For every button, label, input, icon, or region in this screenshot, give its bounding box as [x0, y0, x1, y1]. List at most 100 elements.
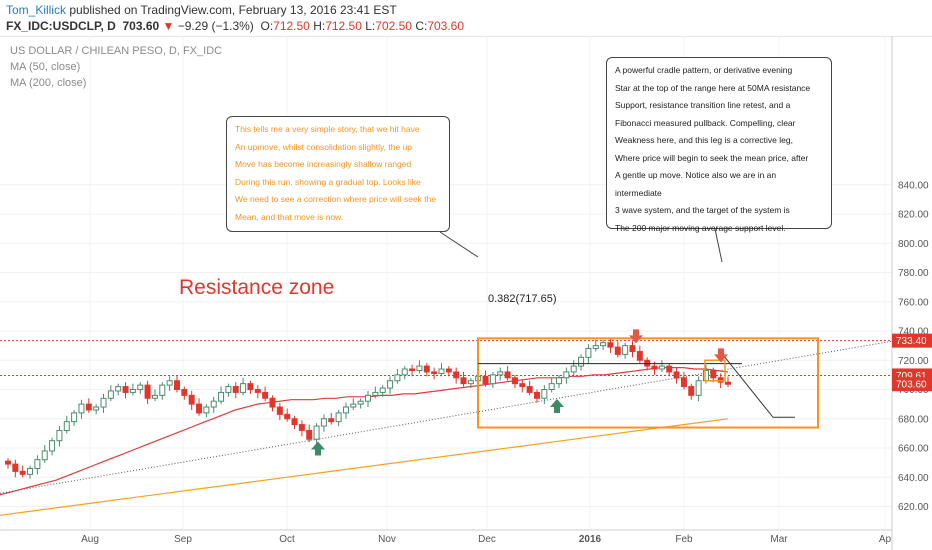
range-zone [439, 228, 819, 429]
price-tick-label: 720.00 [898, 356, 929, 367]
candle-body [482, 375, 489, 385]
chart-header: Tom_Killick published on TradingView.com… [0, 0, 932, 37]
ma50-path [0, 367, 729, 496]
low-value: 702.50 [375, 19, 412, 33]
candle-body [342, 406, 349, 414]
trendline [0, 340, 893, 494]
candle-body [445, 368, 452, 373]
candle-body [320, 418, 327, 427]
candle-body [203, 406, 210, 414]
low-label: L: [365, 19, 376, 33]
candle-body [93, 406, 100, 411]
ma200-line [0, 418, 729, 516]
candle-body [416, 365, 423, 371]
time-tick-label: Dec [478, 534, 496, 545]
price-tag-label: 703.60 [896, 380, 927, 391]
header-publish-line: Tom_Killick published on TradingView.com… [6, 3, 397, 17]
note-line: 3 wave system, and the target of the sys… [615, 205, 790, 215]
note-line: We need to see a correction where price … [235, 194, 437, 204]
price-tick-label: 760.00 [898, 297, 929, 308]
candle-body [49, 440, 56, 452]
candle-body [489, 374, 496, 385]
note-line: A powerful cradle pattern, or derivative… [615, 65, 793, 75]
candle-body [115, 386, 122, 392]
candle-body [262, 391, 269, 399]
price-tag-bg [892, 377, 932, 392]
note-line: During this run, showing a gradual top. … [235, 176, 421, 187]
up-arrow-icon [550, 399, 564, 414]
note-line: An upmove, whilst consolidation slightly… [235, 141, 413, 152]
note-line: This tells me a very simple story, that … [235, 124, 420, 134]
time-tick-label: Ap [879, 534, 892, 545]
price-tag-label: 733.40 [896, 336, 927, 347]
price-tag-label: 709.61 [896, 371, 927, 382]
candle-body [137, 384, 144, 390]
down-arrow-icon [714, 348, 728, 363]
open-value: 712.50 [273, 19, 310, 33]
candle-body [680, 377, 687, 388]
candle-body [467, 380, 474, 385]
candle-body [614, 346, 621, 355]
candle-body [387, 380, 394, 389]
candle-body [232, 386, 239, 393]
projection-path [724, 357, 795, 418]
callout-pointer [439, 231, 479, 258]
header-ohlc-line: FX_IDC:USDCLP, D 703.60 ▼ −9.29 (−1.3%) … [6, 19, 464, 33]
change-value: −9.29 (−1.3%) [177, 19, 254, 33]
candle-body [607, 342, 614, 348]
price-tick-label: 620.00 [898, 502, 929, 513]
candle-body [541, 389, 548, 399]
candle-body [725, 381, 731, 385]
candle-body [173, 380, 180, 391]
candle-body [210, 400, 217, 408]
candle-body [504, 371, 511, 379]
candle-body [548, 383, 555, 390]
candle-body [306, 429, 313, 440]
candle-body [240, 383, 247, 393]
candle-body [423, 365, 430, 373]
time-axis[interactable]: Aug Sep Oct Nov Dec 2016 Feb Mar Ap [81, 534, 891, 545]
price-tick-label: 680.00 [898, 414, 929, 425]
note-line: Move has become increasingly shallow ran… [235, 159, 412, 169]
time-tick-label: 2016 [579, 534, 602, 545]
candle-body [592, 345, 599, 350]
callout-pointer [714, 228, 723, 263]
candle-body [526, 386, 533, 393]
candle-body [335, 412, 342, 423]
candle-body [600, 342, 607, 347]
time-tick-label: Feb [675, 534, 693, 545]
down-arrow-icon [629, 329, 643, 344]
author-link[interactable]: Tom_Killick [6, 3, 67, 17]
price-tick-label: 840.00 [898, 180, 929, 191]
price-tick-label: 800.00 [898, 239, 929, 250]
candle-body [688, 386, 695, 396]
trendline-path [0, 340, 893, 494]
note-line: Star at the top of the range here at 50M… [615, 82, 811, 93]
horizontal-levels [0, 340, 892, 376]
candle-body [636, 350, 643, 361]
candle-body [196, 403, 203, 414]
time-tick-label: Aug [81, 534, 99, 545]
candle-body [622, 345, 629, 355]
note-line: A gentle up move. Notice also we are in … [615, 170, 777, 198]
symbol-label: FX_IDC:USDCLP, D [6, 19, 116, 33]
candle-body [511, 377, 518, 385]
candle-body [651, 365, 658, 370]
candle-body [365, 394, 371, 402]
candle-body [350, 403, 357, 408]
candle-body [12, 463, 19, 472]
ma200-path [0, 418, 729, 516]
candle-body [298, 424, 305, 431]
price-tick-label: 640.00 [898, 473, 929, 484]
note-callout-left: This tells me a very simple story, that … [226, 116, 450, 232]
note-line: Mean, and that move is now. [235, 211, 344, 222]
candle-body [284, 413, 291, 420]
published-text: published on TradingView.com, February 1… [69, 3, 397, 17]
candle-body [644, 359, 651, 367]
candle-body [78, 403, 85, 414]
candle-body [225, 386, 232, 393]
candle-body [702, 369, 709, 382]
up-arrow-icon [311, 441, 325, 456]
price-chart[interactable]: 620.00640.00660.00680.00700.00720.00740.… [0, 36, 932, 550]
